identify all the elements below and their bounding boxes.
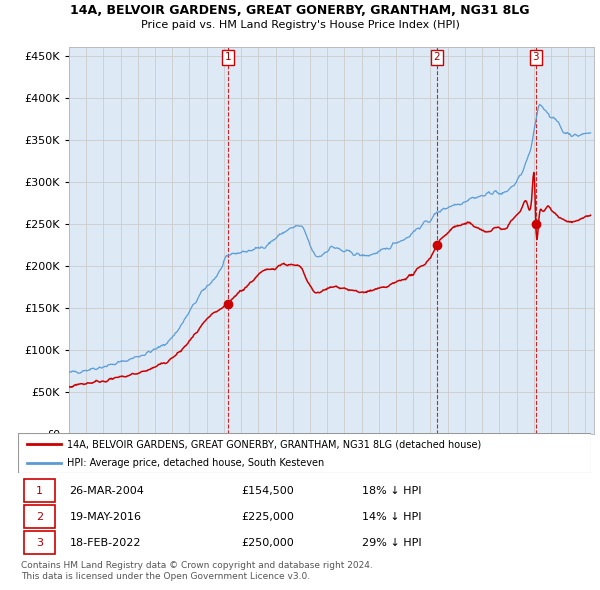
Text: 1: 1 — [36, 486, 43, 496]
Text: £250,000: £250,000 — [241, 538, 294, 548]
Text: 3: 3 — [533, 53, 539, 63]
Text: 18-FEB-2022: 18-FEB-2022 — [70, 538, 141, 548]
Text: 3: 3 — [36, 538, 43, 548]
FancyBboxPatch shape — [24, 532, 55, 554]
FancyBboxPatch shape — [24, 506, 55, 528]
Text: 19-MAY-2016: 19-MAY-2016 — [70, 512, 142, 522]
Text: £225,000: £225,000 — [241, 512, 295, 522]
Text: 18% ↓ HPI: 18% ↓ HPI — [362, 486, 421, 496]
Text: Contains HM Land Registry data © Crown copyright and database right 2024.: Contains HM Land Registry data © Crown c… — [21, 560, 373, 569]
FancyBboxPatch shape — [24, 480, 55, 502]
Text: HPI: Average price, detached house, South Kesteven: HPI: Average price, detached house, Sout… — [67, 458, 324, 468]
Text: 2: 2 — [36, 512, 43, 522]
Text: Price paid vs. HM Land Registry's House Price Index (HPI): Price paid vs. HM Land Registry's House … — [140, 20, 460, 30]
Text: 14% ↓ HPI: 14% ↓ HPI — [362, 512, 421, 522]
Text: 1: 1 — [224, 53, 231, 63]
Text: 2: 2 — [434, 53, 440, 63]
Text: This data is licensed under the Open Government Licence v3.0.: This data is licensed under the Open Gov… — [21, 572, 310, 581]
Text: 14A, BELVOIR GARDENS, GREAT GONERBY, GRANTHAM, NG31 8LG: 14A, BELVOIR GARDENS, GREAT GONERBY, GRA… — [70, 4, 530, 17]
FancyBboxPatch shape — [18, 433, 591, 473]
Text: 26-MAR-2004: 26-MAR-2004 — [70, 486, 145, 496]
Text: £154,500: £154,500 — [241, 486, 294, 496]
Text: 29% ↓ HPI: 29% ↓ HPI — [362, 538, 421, 548]
Text: 14A, BELVOIR GARDENS, GREAT GONERBY, GRANTHAM, NG31 8LG (detached house): 14A, BELVOIR GARDENS, GREAT GONERBY, GRA… — [67, 440, 481, 450]
